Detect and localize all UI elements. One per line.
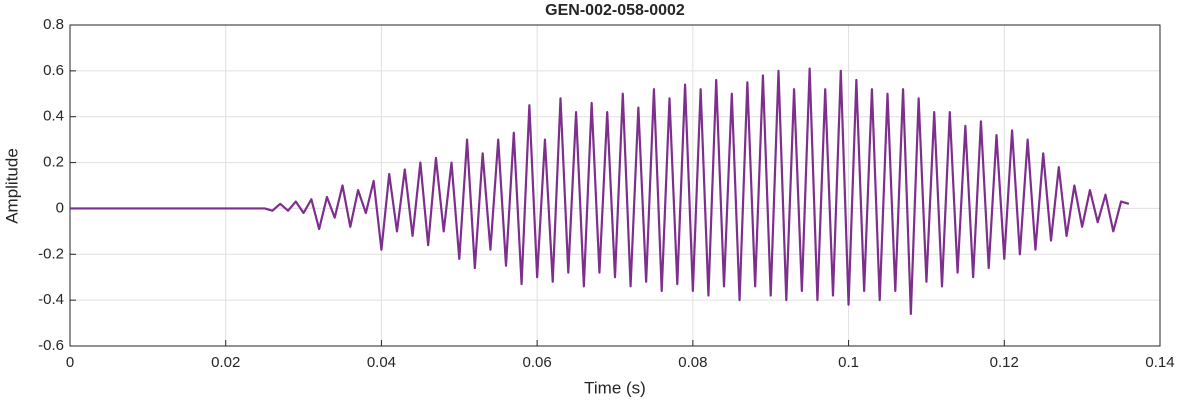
y-axis-label: Amplitude <box>2 148 21 224</box>
y-tick-label: -0.6 <box>38 337 64 354</box>
y-tick-label: -0.4 <box>38 291 64 308</box>
x-axis-label: Time (s) <box>584 378 646 397</box>
x-tick-label: 0.08 <box>678 354 707 371</box>
plot-frame <box>69 24 1161 347</box>
y-tick-label: 0.4 <box>43 108 64 125</box>
waveform-line <box>70 67 1130 315</box>
x-tick-label: 0.1 <box>838 354 859 371</box>
x-tick-label: 0.02 <box>211 354 240 371</box>
y-tick-label: 0 <box>56 199 64 216</box>
x-tick-label: 0.14 <box>1145 354 1174 371</box>
y-tick-label: 0.2 <box>43 154 64 171</box>
y-tick-label: 0.6 <box>43 62 64 79</box>
x-tick-label: 0.06 <box>523 354 552 371</box>
y-tick-label: 0.8 <box>43 16 64 33</box>
x-tick-label: 0 <box>66 354 74 371</box>
chart-title: GEN-002-058-0002 <box>545 2 685 19</box>
x-tick-label: 0.04 <box>367 354 396 371</box>
y-tick-label: -0.2 <box>38 245 64 262</box>
x-tick-label: 0.12 <box>990 354 1019 371</box>
